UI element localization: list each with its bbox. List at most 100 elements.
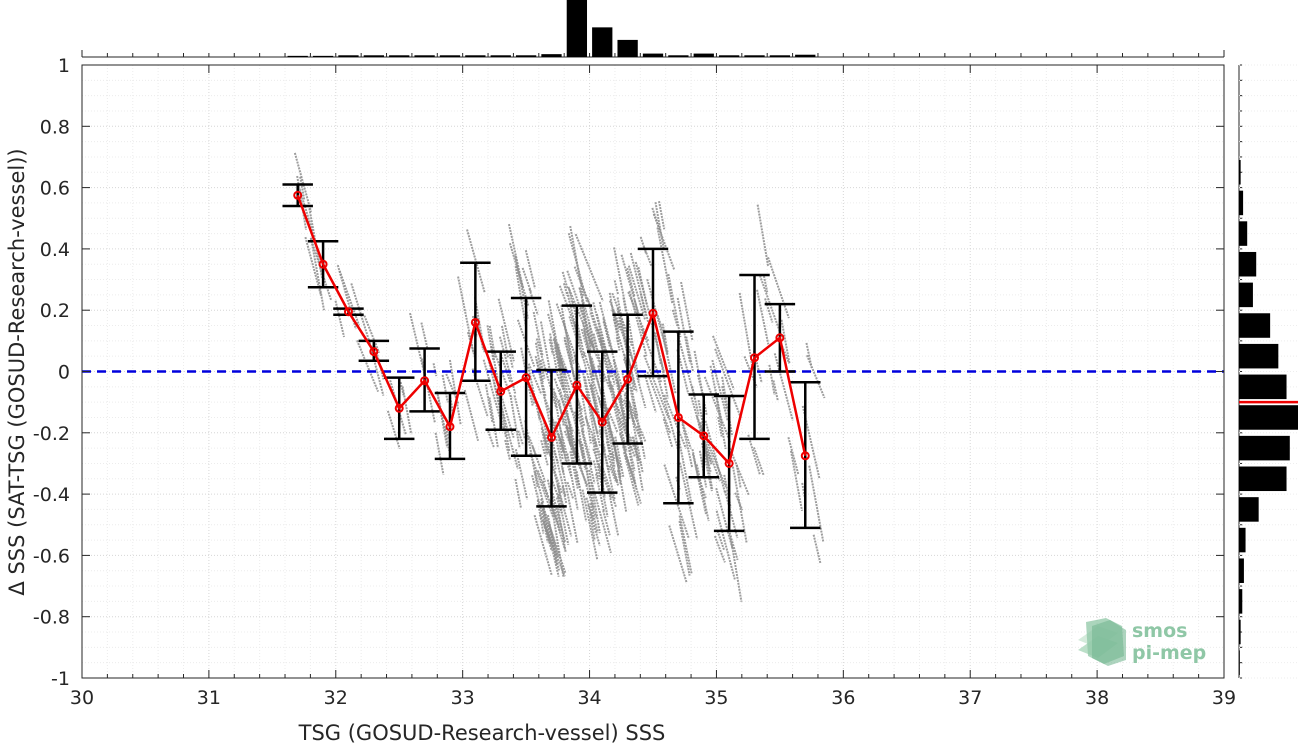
- scatter-streak: [578, 287, 598, 350]
- scatter-streak: [492, 379, 507, 438]
- scatter-streak: [507, 223, 525, 289]
- scatter-streak: [623, 354, 638, 420]
- scatter-streak: [514, 265, 527, 327]
- scatter-streak: [611, 309, 621, 330]
- top-histogram: [81, 0, 1225, 58]
- top-hist-bar: [312, 55, 334, 57]
- x-tick-label: 30: [70, 687, 94, 709]
- scatter-streak: [536, 499, 545, 534]
- scatter-streak: [613, 373, 626, 419]
- scatter-streak: [759, 275, 783, 339]
- scatter-streak: [628, 290, 648, 357]
- scatter-streak: [628, 402, 644, 474]
- scatter-streak: [553, 450, 560, 464]
- scatter-streak: [731, 466, 748, 544]
- scatter-cloud: [293, 152, 826, 602]
- scatter-streak: [599, 339, 613, 391]
- x-tick-label: 35: [704, 687, 728, 709]
- scatter-streak: [506, 430, 519, 470]
- scatter-streak: [566, 291, 585, 360]
- scatter-streak: [805, 342, 813, 368]
- scatter-streak: [560, 304, 575, 378]
- scatter-streak: [773, 353, 794, 421]
- scatter-streak: [534, 342, 544, 383]
- scatter-streak: [555, 370, 574, 413]
- x-tick-label: 34: [577, 687, 601, 709]
- top-hist-bar: [642, 53, 664, 57]
- x-tick-label: 33: [451, 687, 475, 709]
- scatter-streak: [608, 292, 620, 344]
- scatter-streak: [536, 361, 552, 428]
- scatter-streak: [534, 471, 545, 504]
- scatter-streak: [756, 289, 770, 345]
- scatter-streak: [650, 322, 666, 374]
- top-hist-bar: [769, 55, 791, 57]
- scatter-streak: [678, 440, 693, 505]
- scatter-streak: [304, 236, 323, 296]
- mean-point: [572, 380, 582, 390]
- scatter-streak: [558, 285, 583, 344]
- scatter-streak: [309, 237, 325, 311]
- scatter-streak: [613, 247, 630, 322]
- top-hist-bar: [414, 55, 435, 57]
- scatter-streak: [548, 338, 554, 355]
- mean-point: [470, 317, 480, 327]
- scatter-streak: [334, 300, 346, 338]
- scatter-streak: [574, 474, 581, 488]
- scatter-streak: [466, 229, 486, 293]
- y-tick-label: 0.8: [40, 116, 70, 138]
- top-hist-bar: [389, 55, 410, 57]
- x-tick-label: 39: [1212, 687, 1236, 709]
- mean-line: [296, 194, 807, 467]
- scatter-streak: [716, 530, 726, 551]
- scatter-streak: [618, 417, 636, 458]
- scatter-streak: [585, 497, 595, 521]
- top-hist-bar: [541, 54, 562, 57]
- scatter-streak: [592, 333, 606, 382]
- scatter-streak: [309, 237, 333, 302]
- scatter-streak: [514, 478, 522, 508]
- scatter-streak: [463, 389, 480, 442]
- scatter-streak: [662, 418, 674, 448]
- scatter-streak: [583, 376, 602, 448]
- scatter-streak: [661, 332, 677, 395]
- scatter-streak: [592, 460, 600, 480]
- scatter-streak: [663, 394, 687, 449]
- scatter-streak: [551, 493, 566, 542]
- scatter-streak: [484, 384, 494, 423]
- scatter-streak: [602, 321, 625, 393]
- scatter-streak: [514, 449, 529, 500]
- mean-point: [420, 376, 430, 386]
- scatter-streak: [608, 422, 613, 437]
- mean-point: [597, 417, 607, 427]
- scatter-streak: [762, 275, 769, 293]
- scatter-streak: [590, 357, 610, 425]
- scatter-streak: [581, 443, 593, 496]
- scatter-streak: [504, 439, 511, 461]
- scatter-streak: [536, 470, 560, 527]
- scatter-streak: [566, 270, 588, 328]
- mean-point: [445, 422, 455, 432]
- scatter-streak: [641, 329, 663, 383]
- scatter-streak: [678, 515, 693, 574]
- right-hist-bar: [1239, 343, 1279, 369]
- scatter-streak: [531, 474, 553, 552]
- scatter-streak: [293, 152, 313, 213]
- scatter-streak: [582, 373, 598, 446]
- scatter-streak: [610, 452, 616, 468]
- top-hist-bar: [338, 55, 359, 57]
- scatter-streak: [363, 315, 381, 354]
- scatter-streak: [575, 471, 588, 522]
- scatter-streak: [753, 447, 765, 476]
- scatter-streak: [553, 470, 563, 494]
- scatter-streak: [588, 369, 601, 417]
- scatter-streak: [549, 412, 565, 473]
- scatter-streak: [549, 333, 559, 374]
- scatter-streak: [727, 529, 739, 561]
- scatter-streak: [532, 311, 544, 356]
- scatter-streak: [575, 407, 593, 467]
- scatter-streak: [812, 534, 822, 564]
- scatter-streak: [569, 451, 579, 490]
- scatter-streak: [497, 298, 515, 362]
- scatter-streak: [528, 288, 539, 316]
